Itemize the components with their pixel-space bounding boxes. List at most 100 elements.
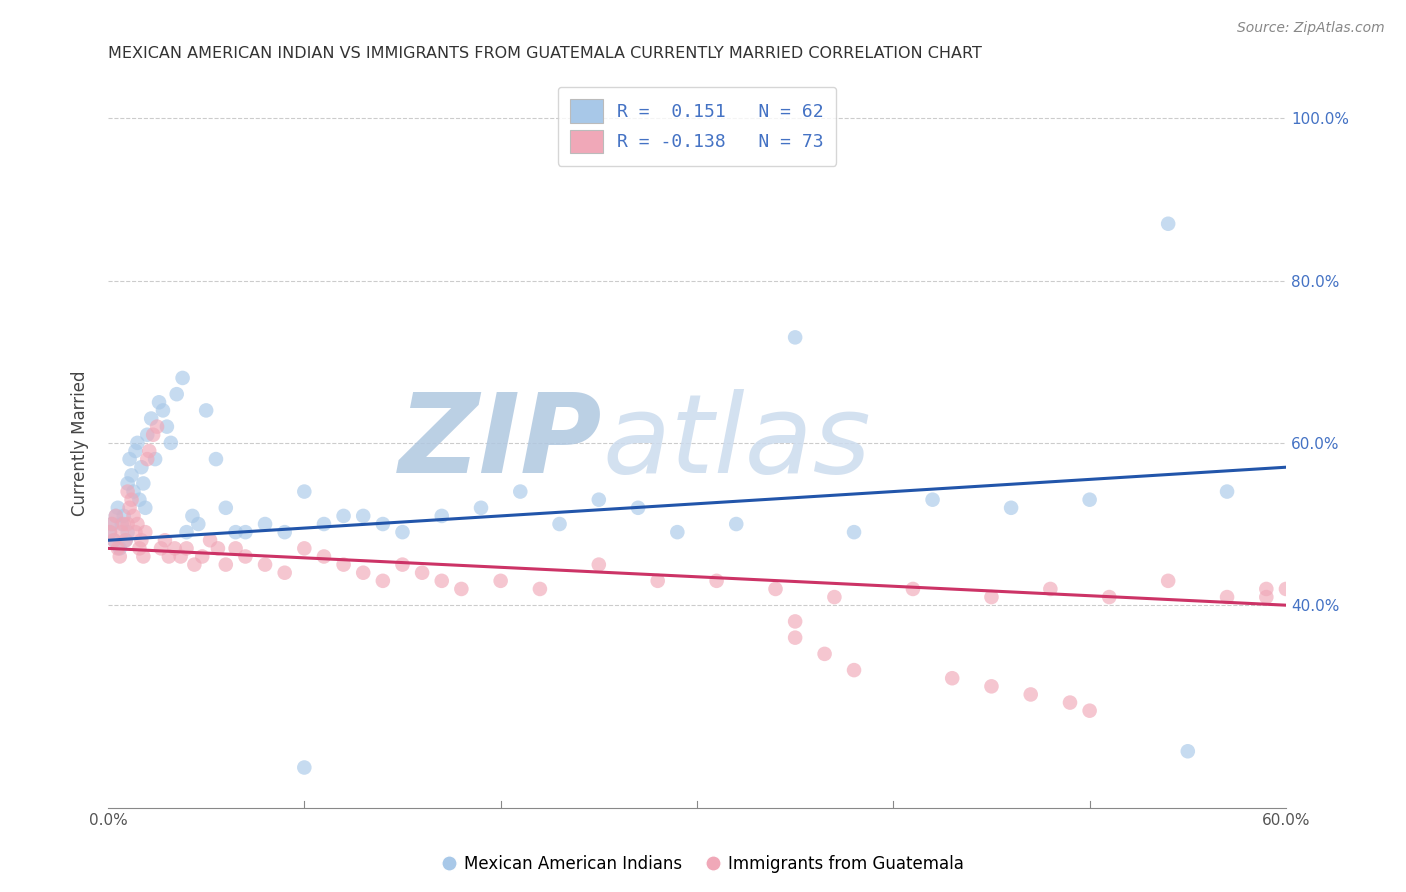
Point: [1078, 704, 1101, 718]
Point: [215, 558, 238, 572]
Point: [450, 582, 472, 596]
Point: [411, 566, 433, 580]
Point: [823, 590, 845, 604]
Point: [489, 574, 512, 588]
Point: [132, 549, 155, 564]
Legend: R =  0.151   N = 62, R = -0.138   N = 73: R = 0.151 N = 62, R = -0.138 N = 73: [558, 87, 837, 166]
Point: [842, 525, 865, 540]
Point: [706, 574, 728, 588]
Point: [121, 468, 143, 483]
Legend: Mexican American Indians, Immigrants from Guatemala: Mexican American Indians, Immigrants fro…: [436, 848, 970, 880]
Point: [588, 492, 610, 507]
Point: [529, 582, 551, 596]
Point: [157, 549, 180, 564]
Point: [391, 558, 413, 572]
Point: [627, 500, 650, 515]
Point: [430, 508, 453, 523]
Point: [941, 671, 963, 685]
Point: [103, 533, 125, 548]
Point: [107, 500, 129, 515]
Point: [153, 533, 176, 548]
Point: [921, 492, 943, 507]
Point: [138, 444, 160, 458]
Point: [136, 452, 159, 467]
Point: [273, 566, 295, 580]
Point: [1216, 484, 1239, 499]
Point: [166, 387, 188, 401]
Point: [136, 427, 159, 442]
Point: [111, 525, 134, 540]
Point: [127, 435, 149, 450]
Point: [134, 525, 156, 540]
Point: [1157, 217, 1180, 231]
Point: [292, 760, 315, 774]
Point: [666, 525, 689, 540]
Point: [980, 679, 1002, 693]
Point: [122, 508, 145, 523]
Point: [187, 516, 209, 531]
Point: [1000, 500, 1022, 515]
Point: [181, 508, 204, 523]
Point: [785, 631, 807, 645]
Y-axis label: Currently Married: Currently Married: [72, 370, 89, 516]
Point: [813, 647, 835, 661]
Point: [980, 590, 1002, 604]
Point: [225, 525, 247, 540]
Point: [195, 403, 218, 417]
Point: [207, 541, 229, 556]
Point: [1059, 696, 1081, 710]
Point: [901, 582, 924, 596]
Point: [163, 541, 186, 556]
Point: [127, 516, 149, 531]
Point: [273, 525, 295, 540]
Text: MEXICAN AMERICAN INDIAN VS IMMIGRANTS FROM GUATEMALA CURRENTLY MARRIED CORRELATI: MEXICAN AMERICAN INDIAN VS IMMIGRANTS FR…: [108, 46, 981, 62]
Point: [176, 525, 198, 540]
Point: [121, 492, 143, 507]
Point: [235, 525, 257, 540]
Point: [1256, 590, 1278, 604]
Point: [470, 500, 492, 515]
Text: Source: ZipAtlas.com: Source: ZipAtlas.com: [1237, 21, 1385, 35]
Point: [117, 476, 139, 491]
Point: [1275, 582, 1298, 596]
Point: [842, 663, 865, 677]
Point: [332, 508, 354, 523]
Point: [148, 395, 170, 409]
Point: [118, 452, 141, 467]
Point: [159, 435, 181, 450]
Point: [312, 516, 335, 531]
Point: [548, 516, 571, 531]
Point: [108, 549, 131, 564]
Point: [430, 574, 453, 588]
Point: [509, 484, 531, 499]
Point: [128, 541, 150, 556]
Point: [114, 533, 136, 548]
Point: [1039, 582, 1062, 596]
Point: [114, 533, 136, 548]
Point: [215, 500, 238, 515]
Point: [152, 403, 174, 417]
Point: [183, 558, 205, 572]
Point: [1019, 688, 1042, 702]
Point: [172, 371, 194, 385]
Point: [765, 582, 787, 596]
Point: [235, 549, 257, 564]
Point: [117, 525, 139, 540]
Point: [108, 541, 131, 556]
Point: [132, 476, 155, 491]
Point: [785, 615, 807, 629]
Point: [124, 444, 146, 458]
Point: [141, 411, 163, 425]
Point: [103, 533, 125, 548]
Point: [191, 549, 214, 564]
Text: atlas: atlas: [603, 390, 872, 496]
Point: [1078, 492, 1101, 507]
Point: [128, 492, 150, 507]
Point: [1098, 590, 1121, 604]
Point: [1177, 744, 1199, 758]
Point: [292, 541, 315, 556]
Point: [205, 452, 228, 467]
Point: [98, 525, 121, 540]
Point: [1216, 590, 1239, 604]
Point: [101, 516, 124, 531]
